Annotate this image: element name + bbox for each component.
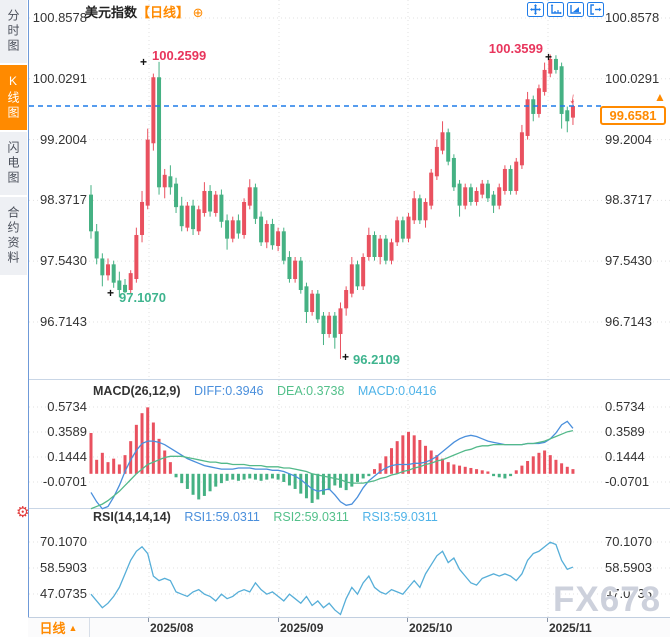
high-point-cross: +	[140, 55, 148, 69]
gridlines	[29, 0, 670, 617]
low-point-cross: +	[342, 350, 350, 364]
date-tick	[407, 618, 408, 622]
sidebar-item-kline-chart[interactable]: K线图	[0, 65, 27, 130]
date-tick	[547, 618, 548, 622]
macd-params-label: MACD(26,12,9)	[93, 384, 181, 398]
sidebar-item-label: 合约资料	[6, 206, 20, 266]
annotation-high-2: 100.3599	[488, 41, 543, 56]
axis-scale-icon[interactable]	[547, 2, 564, 17]
sidebar-item-label: 闪电图	[6, 141, 20, 186]
macd-diff-line	[90, 420, 574, 510]
sidebar-item-label: K线图	[6, 74, 20, 121]
x-axis-date: 2025/11	[549, 621, 592, 635]
annotation-high-1: 100.2599	[152, 48, 207, 63]
add-indicator-icon[interactable]: ⊕	[192, 5, 204, 20]
candlestick-series	[89, 54, 575, 359]
rsi2-value: RSI2:59.0311	[273, 510, 349, 524]
page-title: 美元指数	[85, 5, 138, 20]
chart-type-sidebar: 分时图 K线图 闪电图 合约资料	[0, 0, 28, 637]
rsi-params-label: RSI(14,14,14)	[93, 510, 171, 524]
chart-plot[interactable]	[29, 0, 670, 637]
x-axis-date: 2025/08	[150, 621, 194, 635]
period-tag: 【日线】	[137, 5, 190, 20]
rsi-header: RSI(14,14,14) RSI1:59.0311 RSI2:59.0311 …	[93, 510, 438, 524]
time-axis-bar: 日线 ▲ 2025/08 2025/09 2025/10 2025/11	[28, 617, 670, 637]
annotation-low-1: 97.1070	[119, 290, 166, 305]
date-tick	[278, 618, 279, 622]
sidebar-item-contract-info[interactable]: 合约资料	[0, 197, 27, 275]
macd-diff-value: DIFF:0.3946	[194, 384, 264, 398]
rsi-line	[90, 541, 574, 616]
x-axis-date: 2025/09	[280, 621, 324, 635]
chart-title-row: 美元指数【日线】 ⊕	[85, 2, 204, 21]
macd-macd-value: MACD:0.0416	[357, 384, 437, 398]
high-point-cross: +	[545, 50, 553, 64]
auto-fit-icon[interactable]	[567, 2, 584, 17]
period-caret-icon: ▲	[68, 622, 78, 633]
macd-dea-value: DEA:0.3738	[276, 384, 345, 398]
sidebar-item-time-chart[interactable]: 分时图	[0, 0, 27, 63]
macd-histogram	[89, 407, 575, 503]
chart-toolbar	[527, 2, 604, 17]
fx678-watermark: FX678	[553, 580, 662, 619]
rsi1-value: RSI1:59.0311	[184, 510, 260, 524]
current-price-badge: 99.6581	[600, 106, 666, 125]
period-selector[interactable]: 日线 ▲	[28, 618, 90, 637]
low-point-cross: +	[107, 286, 115, 300]
macd-header: MACD(26,12,9) DIFF:0.3946 DEA:0.3738 MAC…	[93, 384, 436, 398]
sidebar-item-label: 分时图	[6, 9, 20, 54]
x-axis-date: 2025/10	[409, 621, 453, 635]
exit-restore-icon[interactable]	[587, 2, 604, 17]
sidebar-item-lightning-chart[interactable]: 闪电图	[0, 132, 27, 195]
date-tick	[148, 618, 149, 622]
chart-main-area: 100.8578 100.8578 100.0291 100.0291 99.2004 9…	[28, 0, 670, 637]
price-direction-arrow-icon: ▲	[654, 90, 666, 104]
macd-dea-line	[90, 430, 574, 510]
pan-tool-icon[interactable]	[527, 2, 544, 17]
rsi3-value: RSI3:59.0311	[362, 510, 438, 524]
annotation-low-2: 96.2109	[353, 352, 400, 367]
period-label: 日线	[39, 621, 66, 636]
indicator-settings-icon[interactable]: ⚙	[16, 504, 30, 521]
